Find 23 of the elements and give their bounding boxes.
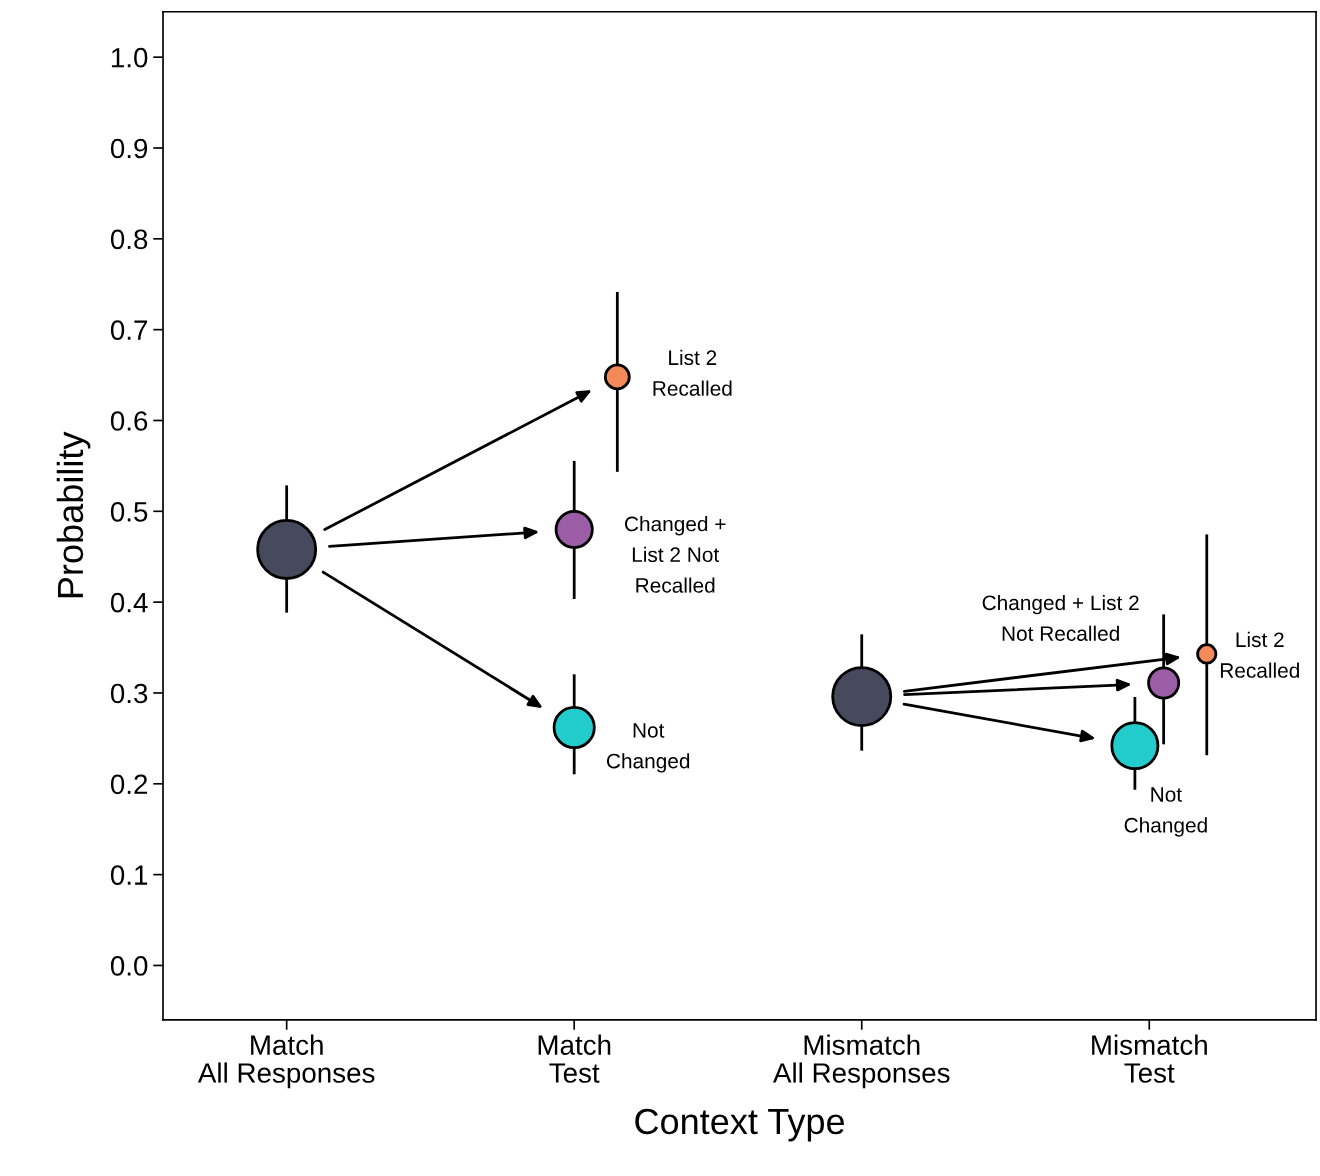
y-tick-label: 0.3: [110, 683, 148, 704]
x-tick-label: Match Test: [538, 1034, 611, 1083]
annotation: Changed + List 2 Not Recalled: [625, 516, 726, 593]
y-tick-label: 0.4: [110, 592, 148, 613]
y-tick-label: 0.0: [110, 956, 148, 976]
y-tick-label: 0.1: [110, 865, 148, 885]
annotation: Not Changed: [606, 723, 690, 773]
annotation: List 2 Recalled: [653, 349, 732, 396]
y-tick-label: 0.9: [110, 138, 148, 159]
y-tick-label: 0.8: [110, 229, 148, 250]
y-tick-label: 1.0: [111, 47, 148, 68]
x-tick-label: Match All Responses: [197, 1034, 375, 1089]
annotation: List 2 Recalled: [1220, 631, 1299, 678]
x-axis-title: Context Type: [635, 1108, 844, 1142]
y-tick-label: 0.2: [110, 774, 148, 795]
annotation: Changed + List 2 Not Recalled: [982, 594, 1139, 641]
y-tick-label: 0.6: [110, 411, 148, 431]
y-tick-label: 0.5: [110, 501, 148, 522]
y-tick-label: 0.7: [110, 320, 148, 340]
x-tick-label: Mismatch Test: [1092, 1034, 1207, 1083]
y-axis-title: Probability: [56, 431, 91, 598]
annotation: Not Changed: [1124, 787, 1207, 837]
x-tick-label: Mismatch All Responses: [773, 1034, 950, 1089]
